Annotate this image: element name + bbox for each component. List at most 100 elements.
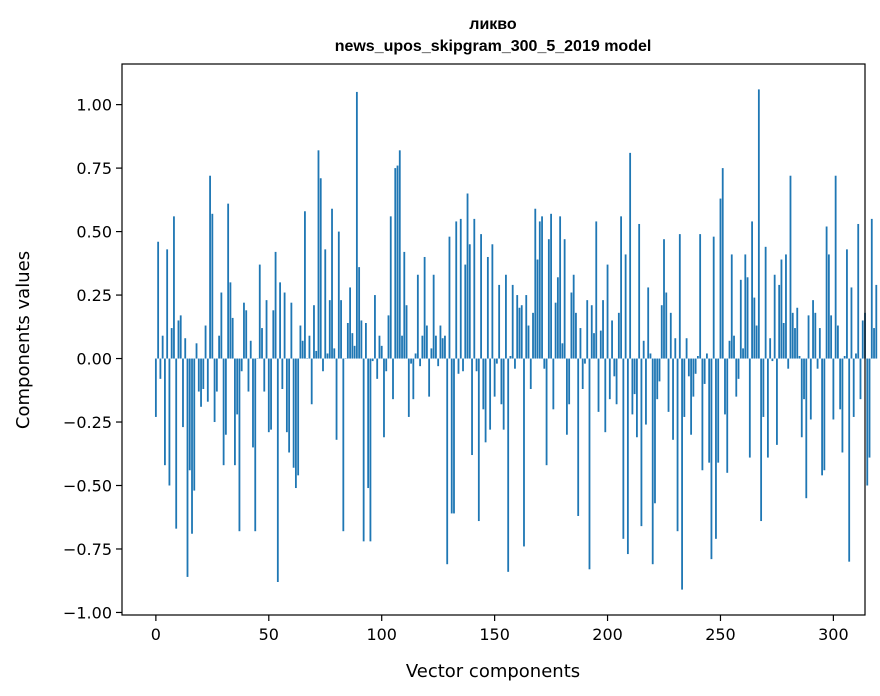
bar-246 (710, 358, 713, 560)
bar-318 (873, 328, 875, 359)
bar-1 (157, 241, 160, 359)
y-tick-label-7: 0.75 (76, 159, 112, 178)
bar-155 (505, 274, 507, 359)
bar-71 (315, 350, 318, 359)
bar-13 (184, 338, 187, 359)
bar-286 (800, 358, 803, 438)
bar-143 (477, 358, 480, 522)
bar-107 (396, 165, 399, 359)
bar-285 (798, 356, 801, 359)
bar-10 (177, 320, 180, 359)
bar-105 (392, 358, 394, 400)
bar-289 (807, 315, 810, 359)
bar-102 (385, 358, 388, 372)
y-tick-label-6: 0.50 (76, 223, 112, 242)
bar-88 (353, 345, 356, 359)
bar-264 (751, 221, 753, 359)
bar-201 (608, 358, 611, 400)
bar-223 (658, 358, 661, 382)
bar-113 (410, 358, 412, 364)
bar-242 (701, 358, 704, 471)
bar-29 (220, 292, 223, 359)
bar-198 (602, 300, 604, 359)
x-tick-label-150: 150 (479, 625, 510, 644)
bar-100 (380, 345, 383, 359)
bar-24 (209, 175, 211, 359)
bar-189 (581, 358, 584, 390)
bar-172 (543, 358, 546, 369)
bar-213 (636, 358, 638, 438)
bar-287 (803, 358, 805, 400)
bar-94 (367, 358, 370, 489)
bar-129 (446, 358, 449, 565)
bar-38 (240, 358, 243, 372)
bar-103 (387, 315, 390, 359)
bar-235 (685, 338, 688, 359)
bar-46 (258, 264, 261, 359)
bar-187 (577, 358, 580, 516)
bar-296 (823, 358, 826, 471)
bar-185 (572, 274, 575, 359)
bar-2 (159, 358, 162, 379)
bar-6 (168, 358, 171, 486)
bar-97 (374, 295, 376, 359)
bar-99 (378, 335, 381, 359)
bar-139 (468, 244, 471, 359)
bar-77 (328, 300, 331, 359)
bar-277 (780, 259, 783, 359)
bar-252 (724, 358, 726, 415)
bar-236 (687, 358, 690, 377)
bar-76 (326, 353, 329, 359)
bar-241 (699, 234, 702, 359)
bar-210 (629, 152, 632, 359)
bar-131 (450, 358, 453, 514)
bar-95 (369, 358, 372, 542)
bar-142 (475, 358, 478, 372)
bar-89 (355, 91, 358, 359)
bar-59 (288, 358, 291, 453)
bar-244 (706, 353, 708, 359)
bar-175 (550, 213, 552, 359)
bar-229 (672, 358, 674, 440)
bar-96 (371, 358, 374, 362)
bar-233 (681, 358, 683, 590)
bar-181 (563, 239, 566, 359)
bar-114 (412, 358, 415, 400)
bar-302 (837, 325, 839, 359)
bar-273 (771, 358, 774, 362)
bar-195 (595, 221, 598, 359)
bar-63 (297, 358, 300, 476)
bar-206 (620, 216, 622, 359)
bar-188 (579, 328, 582, 359)
bar-41 (247, 358, 250, 392)
bar-121 (428, 358, 431, 397)
bar-149 (491, 244, 494, 359)
bar-183 (568, 358, 571, 405)
bar-212 (633, 358, 636, 395)
bar-36 (236, 358, 239, 415)
bar-230 (674, 338, 677, 359)
bar-272 (769, 338, 772, 359)
bar-310 (855, 353, 857, 359)
bar-91 (360, 320, 363, 359)
bar-150 (493, 358, 496, 397)
bar-98 (376, 358, 379, 379)
bar-80 (335, 358, 338, 440)
bar-204 (615, 358, 618, 405)
x-tick-label-0: 0 (151, 625, 161, 644)
bar-25 (211, 213, 214, 359)
chart-title: ликво (469, 16, 517, 33)
bar-312 (859, 358, 862, 400)
bar-184 (570, 292, 573, 359)
bar-216 (642, 340, 645, 359)
bar-78 (331, 208, 333, 359)
y-tick-label-2: −0.50 (63, 477, 112, 496)
bar-37 (238, 358, 241, 532)
bar-15 (188, 358, 191, 471)
bar-191 (586, 300, 589, 359)
bar-75 (324, 249, 327, 359)
bar-243 (703, 358, 706, 384)
bar-265 (753, 297, 756, 359)
bar-180 (561, 343, 564, 359)
bar-282 (791, 312, 794, 359)
